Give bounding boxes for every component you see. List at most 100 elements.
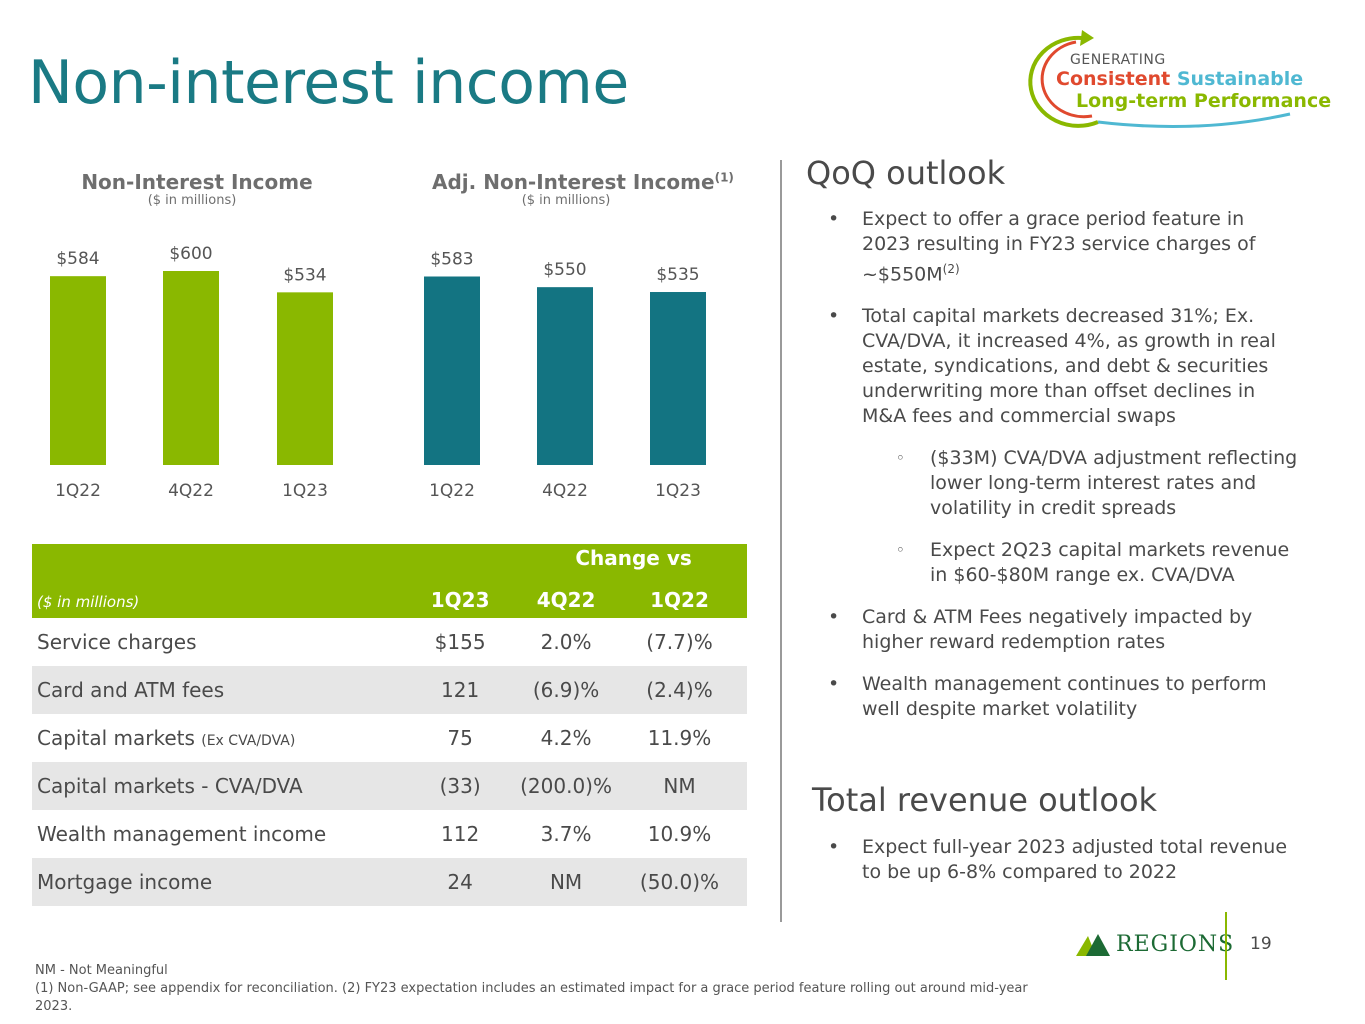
table-header-change-vs: Change vs bbox=[575, 546, 692, 570]
chart1-value-label: $534 bbox=[283, 265, 326, 285]
footnote-notes: (1) Non-GAAP; see appendix for reconcili… bbox=[35, 981, 1028, 1014]
table-unit-label-text: ($ in millions) bbox=[37, 593, 140, 611]
cell-change-4q22: NM bbox=[549, 870, 583, 894]
list-subitem: ($33M) CVA/DVA adjustment reflecting low… bbox=[808, 446, 1298, 521]
chart1-category-label: 1Q23 bbox=[282, 481, 328, 501]
cell-1q23: 112 bbox=[441, 822, 480, 846]
row-label-text: Card and ATM fees bbox=[37, 678, 225, 702]
cell-1q23: $155 bbox=[434, 630, 486, 654]
generating-performance-logo: GENERATING Consistent Sustainable Long-t… bbox=[1020, 22, 1331, 137]
table-row: Capital markets - CVA/DVA (33) (200.0)% … bbox=[32, 762, 747, 810]
table-row: Mortgage income 24 NM (50.0)% bbox=[32, 858, 747, 906]
chart1-bar-1Q22 bbox=[50, 276, 106, 465]
cell-change-4q22: (200.0)% bbox=[520, 774, 612, 798]
qoq-outlook-list: Expect to offer a grace period feature i… bbox=[808, 207, 1298, 739]
chart2-category-label: 4Q22 bbox=[542, 481, 588, 501]
cell-1q23: 75 bbox=[447, 726, 473, 750]
list-item: Wealth management continues to perform w… bbox=[808, 672, 1298, 722]
row-label-suffix: (Ex CVA/DVA) bbox=[201, 733, 296, 749]
chart2-category-label: 1Q22 bbox=[429, 481, 475, 501]
logo-line-generating: GENERATING bbox=[1070, 52, 1166, 68]
table-col-header: 1Q22 bbox=[650, 588, 709, 612]
table-header-row-1: Change vs bbox=[32, 544, 747, 572]
chart1-value-label: $584 bbox=[56, 249, 99, 269]
regions-wordmark: REGIONS bbox=[1116, 932, 1235, 957]
logo-arrow-icon bbox=[1028, 30, 1291, 128]
table-unit-label: ($ in millions) bbox=[32, 572, 400, 618]
table-header-blank bbox=[400, 544, 520, 572]
list-item: Card & ATM Fees negatively impacted by h… bbox=[808, 605, 1298, 655]
cell-1q23: 24 bbox=[447, 870, 473, 894]
chart1-value-label: $600 bbox=[169, 244, 212, 264]
cell-change-1q22: 11.9% bbox=[647, 726, 712, 750]
chart2-subtitle: ($ in millions) bbox=[521, 193, 611, 208]
table-row: Service charges $155 2.0% (7.7)% bbox=[32, 618, 747, 666]
list-item: Expect full-year 2023 adjusted total rev… bbox=[808, 835, 1298, 885]
footnotes: NM - Not Meaningful (1) Non-GAAP; see ap… bbox=[35, 962, 1035, 1016]
non-interest-income-table: Change vs ($ in millions) 1Q23 4Q22 1Q22… bbox=[32, 544, 747, 906]
regions-triangle-icon bbox=[1076, 934, 1110, 956]
chart2-bar-1Q23 bbox=[650, 292, 706, 465]
row-label-text: Mortgage income bbox=[37, 870, 213, 894]
cell-change-4q22: (6.9)% bbox=[532, 678, 600, 702]
row-label-text: Capital markets - CVA/DVA bbox=[37, 774, 303, 798]
cell-1q23: (33) bbox=[439, 774, 481, 798]
row-label-text: Capital markets bbox=[37, 726, 195, 750]
chart1-subtitle: ($ in millions) bbox=[147, 193, 237, 208]
bar-charts: $584 1Q22 $600 4Q22 $534 1Q23 $583 1Q22 $550 4Q22… bbox=[50, 244, 706, 501]
chart2-title-text: Adj. Non-Interest Income bbox=[432, 170, 715, 194]
row-label-text: Service charges bbox=[37, 630, 197, 654]
chart1-category-label: 1Q22 bbox=[55, 481, 101, 501]
table-header-row-2: ($ in millions) 1Q23 4Q22 1Q22 bbox=[32, 572, 747, 618]
row-label: Capital markets - CVA/DVA bbox=[32, 762, 400, 810]
cell-change-4q22: 2.0% bbox=[540, 630, 592, 654]
chart1-title: Non-Interest Income bbox=[81, 170, 313, 194]
chart1-bar-4Q22 bbox=[163, 271, 219, 465]
cell-change-1q22: (50.0)% bbox=[639, 870, 720, 894]
row-label-text: Wealth management income bbox=[37, 822, 327, 846]
table-row: Capital markets (Ex CVA/DVA) 75 4.2% 11.… bbox=[32, 714, 747, 762]
row-label: Service charges bbox=[32, 618, 400, 666]
chart2-value-label: $535 bbox=[656, 265, 699, 285]
cell-1q23: 121 bbox=[441, 678, 480, 702]
chart2-value-label: $550 bbox=[543, 260, 586, 280]
bullet-text: Expect to offer a grace period feature i… bbox=[862, 208, 1256, 286]
list-item: Total capital markets decreased 31%; Ex.… bbox=[808, 304, 1298, 429]
qoq-outlook-heading: QoQ outlook bbox=[806, 154, 1006, 192]
row-label: Wealth management income bbox=[32, 810, 400, 858]
table-col-header: 4Q22 bbox=[536, 588, 596, 612]
regions-logo: REGIONS bbox=[1074, 926, 1233, 962]
chart2-bar-4Q22 bbox=[537, 287, 593, 465]
chart2-value-label: $583 bbox=[430, 249, 473, 269]
list-subitem: Expect 2Q23 capital markets revenue in $… bbox=[808, 538, 1298, 588]
cell-change-4q22: 3.7% bbox=[540, 822, 592, 846]
chart1-category-label: 4Q22 bbox=[168, 481, 214, 501]
row-label: Mortgage income bbox=[32, 858, 400, 906]
revenue-outlook-list: Expect full-year 2023 adjusted total rev… bbox=[808, 835, 1298, 902]
table-row: Wealth management income 112 3.7% 10.9% bbox=[32, 810, 747, 858]
row-label: Card and ATM fees bbox=[32, 666, 400, 714]
logo-line-long-term: Long-term Performance bbox=[1076, 90, 1332, 112]
row-label: Capital markets (Ex CVA/DVA) bbox=[32, 714, 400, 762]
cell-change-1q22: NM bbox=[663, 774, 696, 798]
table-header-blank bbox=[32, 544, 400, 572]
chart2-bar-1Q22 bbox=[424, 276, 480, 465]
chart2-title-footnote: (1) bbox=[714, 170, 734, 185]
cell-change-1q22: (7.7)% bbox=[646, 630, 713, 654]
cell-change-4q22: 4.2% bbox=[540, 726, 592, 750]
total-revenue-heading: Total revenue outlook bbox=[812, 781, 1158, 819]
page-number: 19 bbox=[1250, 934, 1272, 954]
table-col-header: 1Q23 bbox=[430, 588, 490, 612]
page-title: Non-interest income bbox=[28, 48, 629, 118]
cell-change-1q22: 10.9% bbox=[647, 822, 712, 846]
chart1-bar-1Q23 bbox=[277, 292, 333, 465]
bullet-footnote: (2) bbox=[942, 262, 960, 276]
footer-divider bbox=[1225, 912, 1227, 980]
logo-line-consistent-sustainable: Consistent Sustainable bbox=[1056, 68, 1303, 90]
chart2-category-label: 1Q23 bbox=[655, 481, 701, 501]
list-item: Expect to offer a grace period feature i… bbox=[808, 207, 1298, 287]
table-row: Card and ATM fees 121 (6.9)% (2.4)% bbox=[32, 666, 747, 714]
cell-change-1q22: (2.4)% bbox=[646, 678, 713, 702]
column-divider bbox=[780, 160, 782, 922]
footnote-nm: NM - Not Meaningful bbox=[35, 963, 168, 978]
